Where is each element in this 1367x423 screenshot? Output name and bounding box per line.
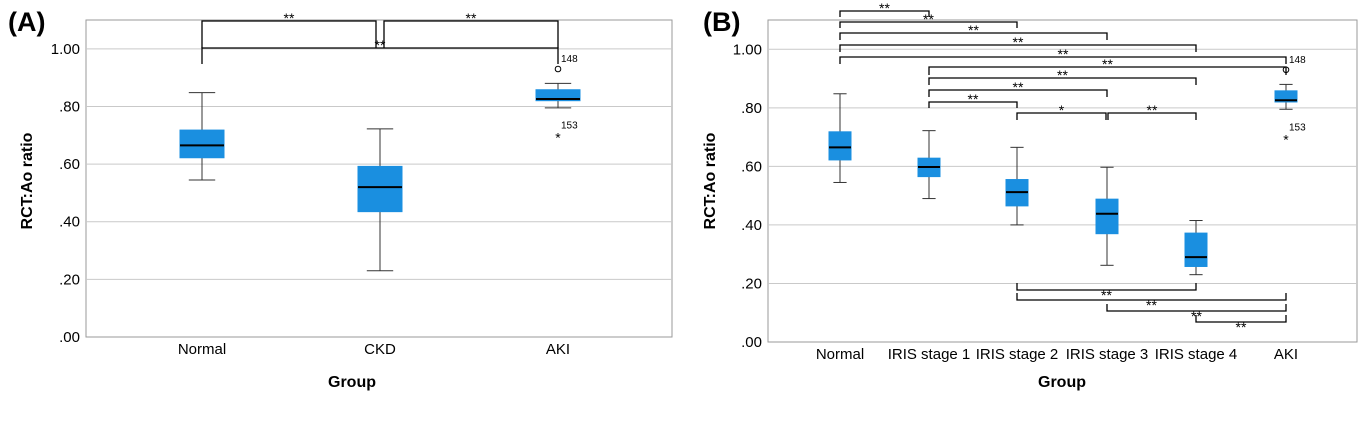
y-tick-label: .40 xyxy=(741,217,762,234)
y-tick-label: 1.00 xyxy=(733,41,762,58)
significance-bracket xyxy=(1016,293,1287,301)
significance-bracket xyxy=(928,101,1018,108)
y-tick-label: .80 xyxy=(741,100,762,117)
significance-label: ** xyxy=(375,37,386,53)
panel-label: (B) xyxy=(703,7,740,37)
box xyxy=(1095,198,1119,235)
y-tick-label: .80 xyxy=(59,98,80,115)
significance-bracket xyxy=(1107,112,1197,120)
significance-bracket xyxy=(928,89,1108,97)
y-tick-label: .60 xyxy=(741,158,762,175)
x-tick-label: AKI xyxy=(1274,346,1298,363)
box xyxy=(357,165,403,213)
outlier-circle xyxy=(554,65,562,73)
x-tick-label: IRIS stage 3 xyxy=(1066,346,1149,363)
x-tick-label: Normal xyxy=(816,346,864,363)
significance-label: ** xyxy=(1058,46,1069,62)
significance-bracket xyxy=(1195,315,1287,323)
x-tick-label: CKD xyxy=(364,341,396,358)
significance-bracket xyxy=(839,44,1197,52)
significance-bracket xyxy=(928,66,1287,75)
box xyxy=(1274,90,1298,103)
y-tick-label: .00 xyxy=(741,334,762,351)
outlier-label: 153 xyxy=(561,121,578,132)
significance-bracket xyxy=(839,56,1287,64)
significance-label: ** xyxy=(1102,56,1113,72)
significance-bracket xyxy=(383,20,559,48)
panel-a: (A) Group RCT:Ao ratio .00 .20 .40 .60 .80 1.… xyxy=(8,7,673,391)
outlier-star: * xyxy=(1283,132,1289,148)
x-tick-label: IRIS stage 4 xyxy=(1155,346,1238,363)
outlier-label: 153 xyxy=(1289,123,1306,134)
significance-label: ** xyxy=(1191,308,1202,324)
significance-label: ** xyxy=(1146,297,1157,313)
outlier-star: * xyxy=(555,130,561,146)
significance-label: ** xyxy=(968,22,979,38)
y-tick-label: .40 xyxy=(59,214,80,231)
significance-bracket xyxy=(201,20,377,48)
significance-label: ** xyxy=(1147,102,1158,118)
significance-label: * xyxy=(1059,102,1065,118)
significance-bracket xyxy=(928,77,1197,85)
x-tick-label: AKI xyxy=(546,341,570,358)
significance-label: ** xyxy=(1057,67,1068,83)
outlier-label: 148 xyxy=(1289,55,1306,66)
panel-b: (B) Group RCT:Ao ratio .00 .20 .40 .60 .80 1.… xyxy=(702,0,1358,391)
panel-label: (A) xyxy=(8,7,45,37)
significance-bracket xyxy=(839,10,930,17)
significance-label: ** xyxy=(879,0,890,16)
y-tick-label: .00 xyxy=(59,329,80,346)
significance-label: ** xyxy=(466,10,477,26)
plot-frame xyxy=(85,19,673,338)
x-tick-label: Normal xyxy=(178,341,226,358)
significance-label: ** xyxy=(1013,34,1024,50)
significance-bracket xyxy=(839,32,1108,40)
outlier-label: 148 xyxy=(561,54,578,65)
y-tick-label: 1.00 xyxy=(51,41,80,58)
y-tick-label: .20 xyxy=(741,275,762,292)
significance-label: ** xyxy=(923,11,934,27)
x-tick-label: IRIS stage 1 xyxy=(888,346,971,363)
significance-bracket xyxy=(1016,112,1107,120)
significance-label: ** xyxy=(968,91,979,107)
x-tick-label: IRIS stage 2 xyxy=(976,346,1059,363)
y-tick-label: .60 xyxy=(59,156,80,173)
significance-label: ** xyxy=(284,10,295,26)
x-axis-title: Group xyxy=(1038,374,1086,391)
significance-label: ** xyxy=(1101,287,1112,303)
y-axis-title: RCT:Ao ratio xyxy=(19,132,36,229)
significance-bracket xyxy=(839,21,1018,28)
box xyxy=(1184,232,1208,267)
significance-bracket xyxy=(1106,304,1287,312)
significance-bracket xyxy=(201,47,559,64)
y-axis-title: RCT:Ao ratio xyxy=(702,132,719,229)
y-tick-label: .20 xyxy=(59,271,80,288)
plot-frame xyxy=(767,19,1358,343)
box xyxy=(179,129,225,159)
x-axis-title: Group xyxy=(328,374,376,391)
significance-bracket xyxy=(1016,283,1197,291)
significance-label: ** xyxy=(1236,319,1247,335)
significance-label: ** xyxy=(1013,79,1024,95)
box xyxy=(535,89,581,102)
box xyxy=(828,131,852,161)
